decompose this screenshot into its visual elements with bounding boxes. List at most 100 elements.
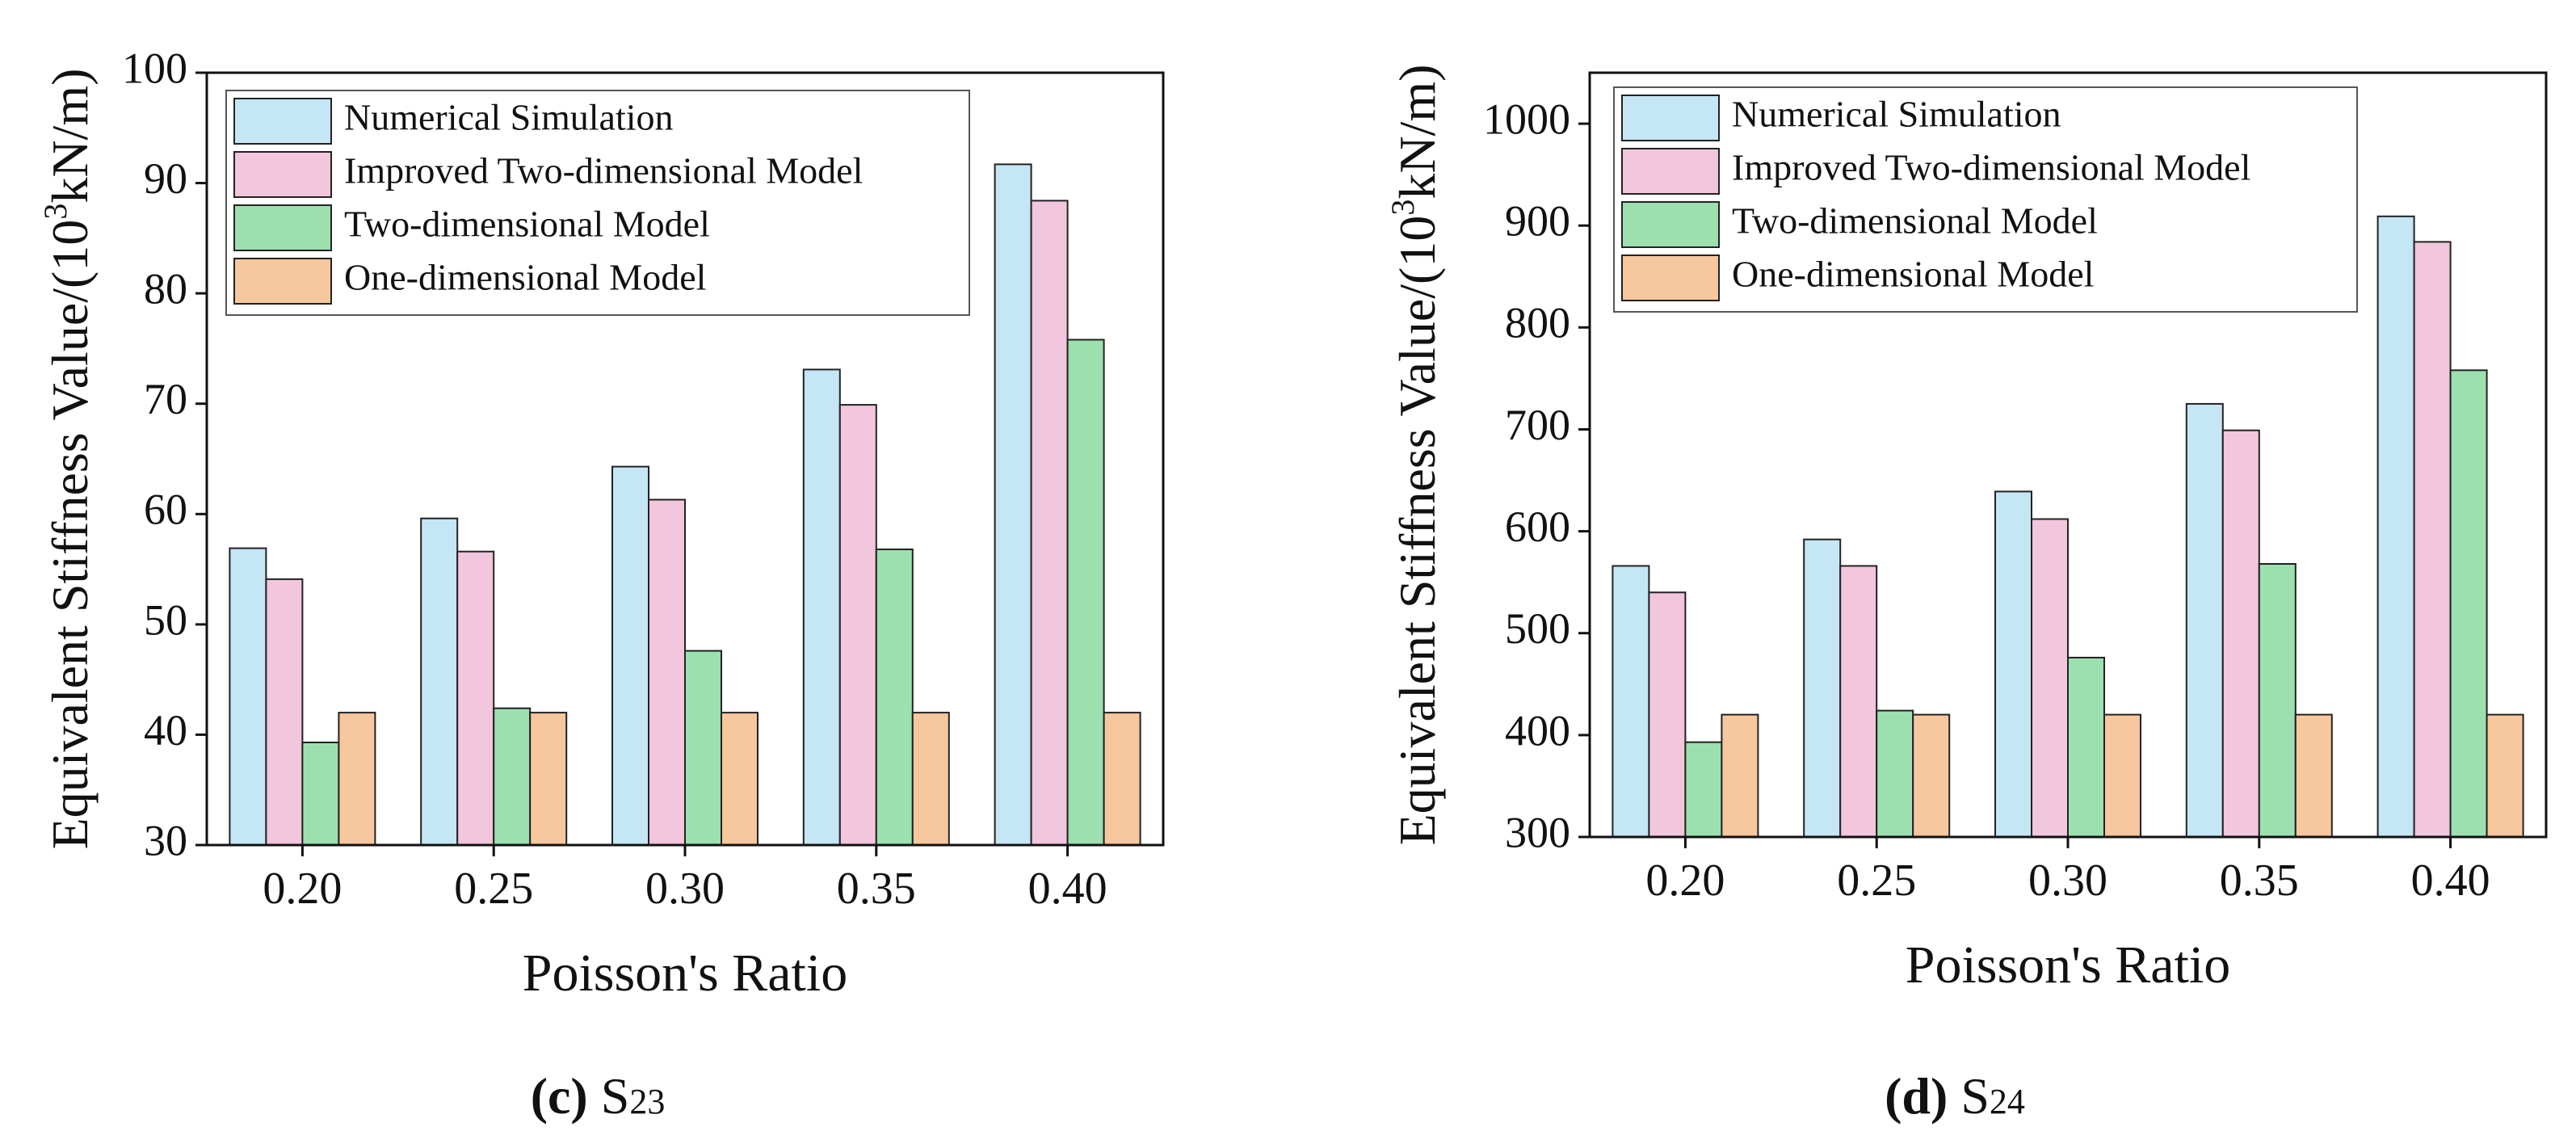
x-tick-label: 0.25 xyxy=(454,864,533,914)
bar xyxy=(529,712,568,846)
bar xyxy=(1721,713,1759,838)
bar xyxy=(1876,709,1914,838)
legend-swatch xyxy=(233,151,332,198)
y-tick-label: 700 xyxy=(1505,401,1570,449)
x-axis-label: Poisson's Ratio xyxy=(1906,936,2230,995)
legend-swatch xyxy=(233,98,332,145)
bar xyxy=(2413,241,2452,838)
legend-box xyxy=(1613,86,2358,313)
bar xyxy=(420,517,459,846)
bar xyxy=(301,742,340,846)
y-axis-label: Equivalent Stiffness Value/(103kN/m) xyxy=(37,69,99,850)
y-tick-label: 50 xyxy=(144,595,187,644)
y-tick-marks-c xyxy=(195,71,1069,856)
bar xyxy=(229,547,267,846)
y-tick-label: 30 xyxy=(144,816,187,864)
x-tick-label: 0.40 xyxy=(2411,856,2490,906)
y-axis-label: Equivalent Stiffness Value/(103kN/m) xyxy=(1385,65,1446,846)
y-tick-label: 800 xyxy=(1505,299,1570,347)
x-tick-label: 0.35 xyxy=(2220,856,2299,906)
legend-swatch xyxy=(1621,95,1720,141)
panel-caption: (c) S23 xyxy=(531,1067,666,1125)
y-tick-label: 600 xyxy=(1505,503,1570,551)
y-tick-label: 90 xyxy=(144,154,187,203)
bar xyxy=(338,712,376,846)
y-tick-label: 900 xyxy=(1505,197,1570,246)
bar xyxy=(994,163,1032,846)
y-tick-label: 400 xyxy=(1505,706,1570,755)
bar xyxy=(1803,538,1842,838)
x-tick-label: 0.30 xyxy=(645,864,725,914)
bar xyxy=(1030,200,1069,846)
bar xyxy=(911,712,950,846)
legend-label: Numerical Simulation xyxy=(1732,94,2061,135)
legend-box xyxy=(225,90,970,316)
bar xyxy=(265,578,304,847)
bar xyxy=(802,368,841,846)
bar-group-c xyxy=(229,163,1141,847)
bar xyxy=(2376,215,2415,838)
bar xyxy=(2221,429,2260,838)
x-tick-label: 0.35 xyxy=(837,864,916,914)
x-tick-label: 0.20 xyxy=(1645,856,1725,906)
bar xyxy=(611,465,649,846)
chart-panel-d: 300 400 500 600 700 800 900 1000 0.20 0.… xyxy=(1385,65,2548,1125)
y-tick-label: 500 xyxy=(1505,604,1570,653)
bar xyxy=(1684,741,1723,839)
bar xyxy=(1612,565,1650,838)
x-tick-label: 0.20 xyxy=(263,864,342,914)
bar xyxy=(456,550,495,846)
bar xyxy=(2258,563,2297,838)
legend-c: Numerical Simulation Improved Two-dimens… xyxy=(225,90,970,316)
y-tick-labels-c: 30 40 50 60 70 80 90 100 xyxy=(122,44,187,864)
y-tick-label: 60 xyxy=(144,486,187,534)
y-tick-label: 300 xyxy=(1505,808,1570,856)
panel-caption: (d) S24 xyxy=(1885,1067,2025,1125)
x-tick-labels-c: 0.20 0.25 0.30 0.35 0.40 xyxy=(263,864,1107,914)
x-tick-label: 0.30 xyxy=(2028,856,2107,906)
chart-panel-c: 30 40 50 60 70 80 90 100 0.20 0.25 0.30 … xyxy=(37,44,1165,1125)
bar xyxy=(2486,713,2524,838)
bar xyxy=(493,707,532,847)
bar xyxy=(1066,339,1105,846)
bar xyxy=(2185,402,2224,838)
legend-label: Two-dimensional Model xyxy=(344,204,710,245)
bar xyxy=(838,404,877,847)
legend-swatch xyxy=(1621,148,1720,195)
bar xyxy=(684,650,722,846)
y-tick-labels-d: 300 400 500 600 700 800 900 1000 xyxy=(1483,95,1570,856)
legend-swatch xyxy=(233,204,332,251)
legend-swatch xyxy=(1621,201,1720,248)
legend-label: Two-dimensional Model xyxy=(1732,200,2098,242)
bar xyxy=(2449,369,2488,838)
x-tick-label: 0.40 xyxy=(1028,864,1107,914)
y-tick-marks-d xyxy=(1578,122,2452,848)
y-tick-label: 40 xyxy=(144,706,187,755)
legend-label: One-dimensional Model xyxy=(344,257,706,298)
y-tick-label: 1000 xyxy=(1483,95,1570,143)
bar xyxy=(1648,591,1687,838)
legend-label: One-dimensional Model xyxy=(1732,254,2094,295)
bar xyxy=(648,498,686,846)
legend-swatch xyxy=(233,258,332,305)
legend-d: Numerical Simulation Improved Two-dimens… xyxy=(1613,86,2358,313)
bar xyxy=(721,712,759,846)
legend-swatch xyxy=(1621,254,1720,301)
y-tick-label: 70 xyxy=(144,375,187,423)
bar xyxy=(2031,518,2069,838)
bar xyxy=(875,549,914,846)
x-axis-label: Poisson's Ratio xyxy=(523,944,847,1003)
bar xyxy=(1839,565,1878,838)
bar xyxy=(1912,713,1951,838)
bar xyxy=(2103,713,2141,838)
y-tick-label: 80 xyxy=(144,264,187,313)
bar xyxy=(1994,490,2032,839)
bar xyxy=(2067,657,2105,838)
bar xyxy=(2294,713,2333,838)
y-tick-label: 100 xyxy=(122,44,187,92)
legend-label: Improved Two-dimensional Model xyxy=(344,150,863,191)
x-tick-labels-d: 0.20 0.25 0.30 0.35 0.40 xyxy=(1645,856,2490,906)
bar xyxy=(1103,712,1141,846)
legend-label: Numerical Simulation xyxy=(344,97,674,138)
